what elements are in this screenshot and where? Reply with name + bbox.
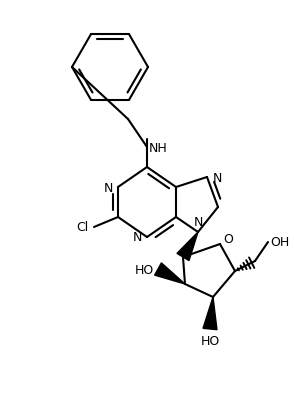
Text: HO: HO — [201, 335, 220, 347]
Text: Cl: Cl — [76, 221, 88, 234]
Polygon shape — [177, 232, 198, 261]
Text: O: O — [223, 233, 233, 246]
Text: OH: OH — [270, 236, 290, 249]
Polygon shape — [203, 297, 217, 330]
Text: HO: HO — [134, 263, 154, 276]
Polygon shape — [155, 263, 185, 284]
Text: N: N — [212, 171, 222, 184]
Text: N: N — [132, 231, 142, 244]
Text: NH: NH — [149, 141, 168, 154]
Text: N: N — [193, 216, 203, 229]
Text: N: N — [103, 181, 113, 194]
